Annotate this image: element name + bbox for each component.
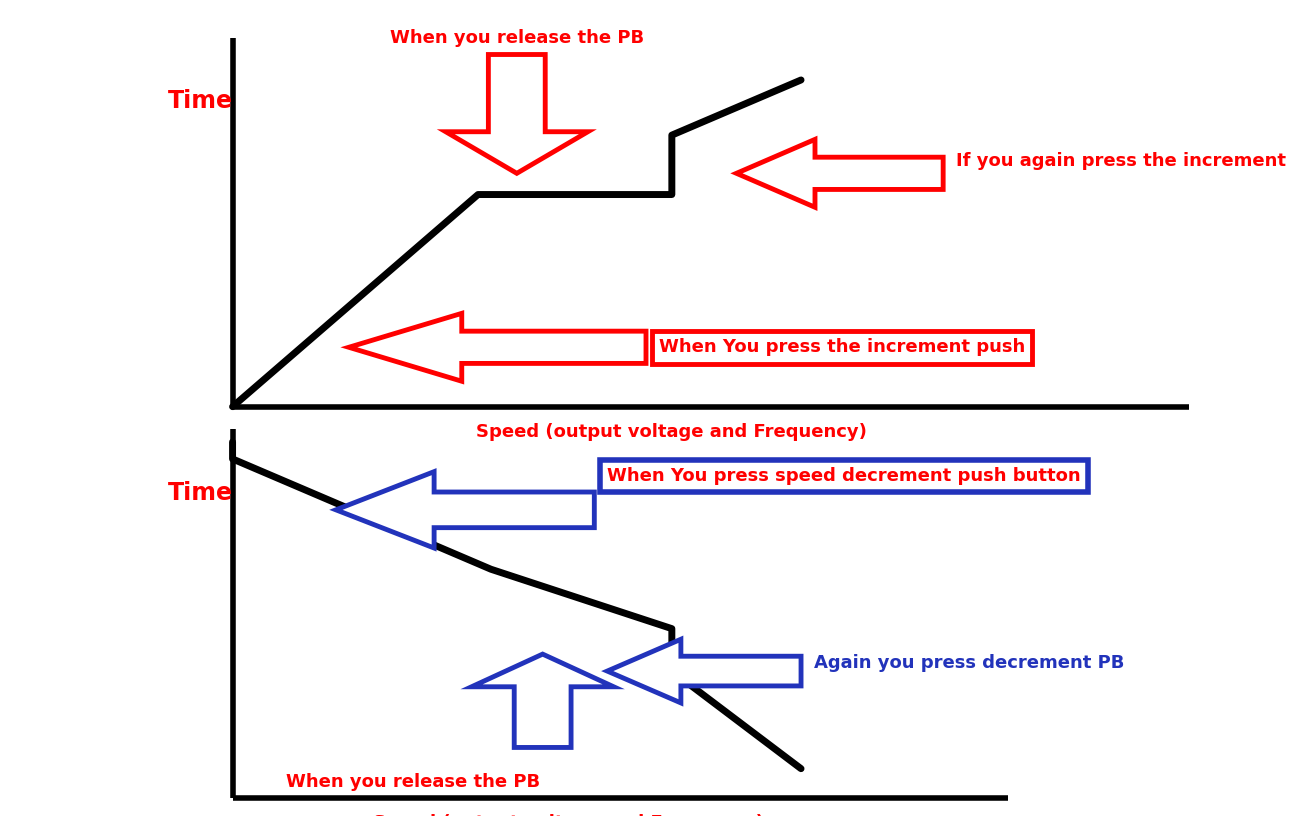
Polygon shape [349, 313, 646, 381]
Text: When You press speed decrement push button: When You press speed decrement push butt… [607, 467, 1081, 485]
Text: When you release the PB: When you release the PB [390, 29, 643, 47]
Polygon shape [336, 472, 594, 548]
Polygon shape [472, 654, 614, 747]
Polygon shape [736, 140, 943, 207]
Text: Speed (output voltage and Frequency): Speed (output voltage and Frequency) [373, 814, 764, 816]
Text: Time: Time [168, 89, 233, 113]
Text: When You press the increment push: When You press the increment push [659, 339, 1025, 357]
Polygon shape [607, 639, 801, 703]
Text: If you again press the increment PB: If you again press the increment PB [956, 152, 1292, 170]
Text: Time: Time [168, 481, 233, 505]
Text: Again you press decrement PB: Again you press decrement PB [814, 654, 1124, 672]
Text: Speed (output voltage and Frequency): Speed (output voltage and Frequency) [477, 423, 867, 441]
Text: When you release the PB: When you release the PB [287, 773, 540, 791]
Polygon shape [446, 55, 588, 173]
